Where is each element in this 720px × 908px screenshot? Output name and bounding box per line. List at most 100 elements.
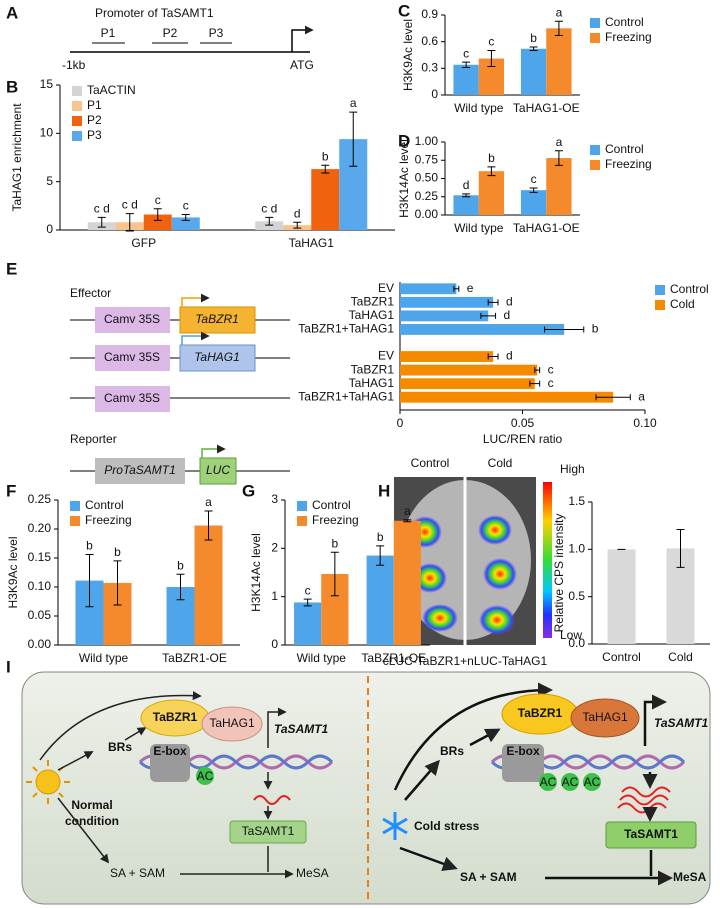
hat-shape xyxy=(201,706,263,742)
error-bar xyxy=(403,519,412,523)
y-tick-label: EV xyxy=(378,349,394,363)
error-bar xyxy=(85,554,94,608)
y-tick-label: 0.75 xyxy=(415,152,439,166)
error-bar xyxy=(529,380,541,387)
tss-arrow xyxy=(291,25,314,52)
error-bar xyxy=(480,312,497,319)
y-tick-label: 0.05 xyxy=(28,608,52,622)
legend-label: Cold xyxy=(670,297,695,311)
color-bar xyxy=(543,482,552,638)
arrow xyxy=(404,759,440,801)
y-tick-label: TaBZR1+TaHAG1 xyxy=(298,389,394,403)
gene-label: TaSAMT1 xyxy=(274,722,329,736)
significance-letter: c xyxy=(463,46,469,60)
error-bar xyxy=(453,285,460,292)
arrow xyxy=(57,751,94,771)
bar xyxy=(393,520,421,645)
condition-label: Cold stress xyxy=(414,819,480,833)
x-tick-label: Cold xyxy=(668,650,693,664)
x-tick-label: Wild type xyxy=(297,651,347,665)
significance-letter: c xyxy=(488,35,494,49)
error-bar xyxy=(330,551,339,597)
region-label: P1 xyxy=(101,26,116,40)
y-tick-label: 0.5 xyxy=(568,589,585,603)
legend-swatch xyxy=(72,116,82,126)
significance-letter: b xyxy=(488,151,495,165)
arrow xyxy=(393,682,553,791)
reporter-label: Reporter xyxy=(70,432,117,446)
significance-letter: d xyxy=(463,178,470,192)
y-tick-label: TaHAG1 xyxy=(349,308,395,322)
enzyme-box xyxy=(229,820,307,844)
legend-label: P3 xyxy=(87,128,102,142)
error-bar xyxy=(487,50,496,68)
legend-swatch xyxy=(655,300,665,310)
enzyme-box xyxy=(605,821,697,849)
y-tick-label: 10 xyxy=(40,126,54,140)
legend-label: Freezing xyxy=(85,513,132,527)
bar xyxy=(194,525,223,645)
error-bar xyxy=(153,208,162,221)
y-tick-label: 15 xyxy=(40,77,54,91)
legend-swatch xyxy=(70,516,80,526)
y-tick-label: 1 xyxy=(271,589,278,603)
error-bar xyxy=(529,187,538,193)
promoter-box xyxy=(95,386,170,412)
panel-label: I xyxy=(6,657,11,676)
y-tick-label: 0.50 xyxy=(415,171,439,185)
y-axis-label: H3K14Ac level xyxy=(397,139,411,218)
error-bar xyxy=(176,573,185,601)
significance-letter: d xyxy=(504,308,511,322)
legend-swatch xyxy=(590,145,600,155)
significance-letter: c xyxy=(548,362,554,376)
promoter-box xyxy=(95,458,185,484)
arrow xyxy=(399,846,458,871)
x-tick-label: 0.05 xyxy=(511,416,535,430)
legend-swatch xyxy=(590,160,600,170)
y-tick-label: 0.6 xyxy=(421,34,438,48)
product-label: MeSA xyxy=(296,866,329,880)
promoter-map: Promoter of TaSAMT1 P1 P2 P3 -1kb ATG xyxy=(62,6,314,72)
luc-signal xyxy=(479,605,515,635)
bar xyxy=(400,364,538,376)
y-tick-label: TaHAG1 xyxy=(349,376,395,390)
gene-box xyxy=(199,457,237,485)
y-tick-label: 0.25 xyxy=(415,189,439,203)
legend-label: Control xyxy=(605,15,644,29)
luc-signal xyxy=(413,563,447,593)
ac-label: AC xyxy=(197,769,214,783)
panel-label: B xyxy=(6,77,18,96)
y-tick-label: 3 xyxy=(271,492,278,506)
y-tick-label: 0 xyxy=(271,637,278,651)
panel-label: F xyxy=(6,481,16,500)
signal-label: BRs xyxy=(108,740,132,754)
x-tick-label: TaBZR1-OE xyxy=(162,651,227,665)
significance-letter: d xyxy=(506,349,513,363)
legend-swatch xyxy=(72,131,82,141)
y-tick-label: 0.15 xyxy=(28,550,52,564)
legend-swatch xyxy=(655,285,665,295)
panel-label: A xyxy=(6,3,18,22)
y-tick-label: EV xyxy=(378,281,394,295)
x-axis-label: LUC/REN ratio xyxy=(483,432,563,446)
significance-letter: a xyxy=(556,5,563,19)
error-bar xyxy=(181,214,190,221)
significance-letter: c d xyxy=(94,202,110,216)
hat-label: TaHAG1 xyxy=(209,716,255,730)
promoter-box xyxy=(95,345,170,371)
significance-letter: a xyxy=(404,504,411,518)
bar xyxy=(453,195,479,215)
panel-label: E xyxy=(6,259,17,278)
ac-label: AC xyxy=(584,775,601,789)
y-tick-label: 0.00 xyxy=(415,207,439,221)
significance-letter: b xyxy=(377,530,384,544)
bar xyxy=(294,602,322,645)
product-label: MeSA xyxy=(673,870,707,884)
x-tick-label: 0 xyxy=(397,416,404,430)
luc-signal xyxy=(478,515,512,545)
significance-letter: b xyxy=(592,322,599,336)
legend-swatch xyxy=(590,33,600,43)
bar xyxy=(478,171,505,215)
legend-label: Control xyxy=(85,498,124,512)
legend-label: Freezing xyxy=(605,157,652,171)
